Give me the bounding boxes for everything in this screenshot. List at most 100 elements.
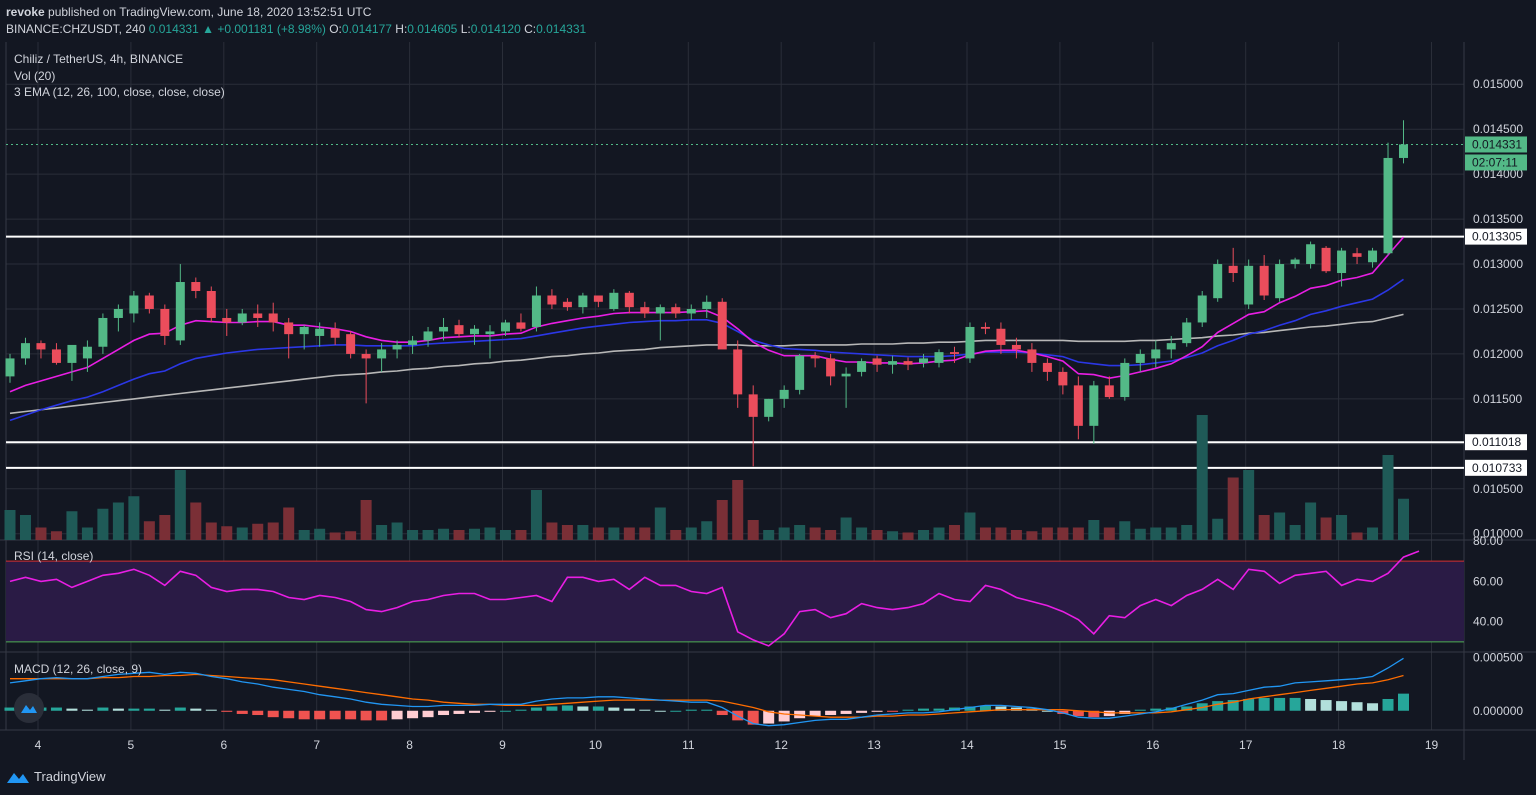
macd-histogram-bar	[407, 710, 419, 719]
volume-bar	[1119, 521, 1131, 540]
time-tick-label: 16	[1146, 738, 1160, 752]
candle-body	[1383, 157, 1393, 254]
candles	[5, 120, 1408, 467]
volume-bar	[35, 527, 47, 540]
candle-body	[1321, 247, 1331, 272]
volume-legend[interactable]: Vol (20)	[14, 69, 56, 83]
volume-bar	[1026, 531, 1038, 540]
volume-bar	[97, 508, 109, 540]
level-price-tag	[1465, 459, 1527, 476]
volume-bar	[608, 527, 620, 540]
open-value: 0.014177	[341, 22, 392, 36]
volume-bar	[376, 525, 388, 540]
time-tick-label: 8	[406, 738, 413, 752]
volume-bar	[205, 522, 217, 540]
macd-histogram-bar	[1243, 698, 1255, 711]
macd-histogram-bar	[190, 708, 202, 711]
volume-bar	[19, 515, 31, 540]
tradingview-logo[interactable]: TradingView	[6, 769, 106, 784]
macd-histogram-bar	[670, 710, 682, 712]
macd-histogram-bar	[1227, 700, 1239, 711]
candle-body	[268, 313, 278, 323]
volume-bar	[1072, 527, 1084, 540]
candle-body	[795, 355, 805, 390]
time-tick-label: 12	[775, 738, 789, 752]
macd-histogram-bar	[1181, 706, 1193, 711]
macd-histogram-bar	[4, 707, 16, 711]
price-tick-label: 0.012000	[1473, 347, 1523, 361]
macd-histogram-bar	[1351, 702, 1363, 711]
volume-bar	[1336, 515, 1348, 540]
macd-histogram-bar	[221, 710, 233, 712]
time-tick-label: 14	[960, 738, 974, 752]
candle-body	[919, 358, 929, 363]
volume-bar	[236, 527, 248, 540]
macd-legend[interactable]: MACD (12, 26, close, 9)	[14, 662, 143, 676]
series-legend[interactable]: Chiliz / TetherUS, 4h, BINANCE	[14, 52, 184, 66]
ema26-line	[9, 278, 1404, 422]
candle-body	[144, 295, 154, 309]
macd-histogram-bar	[964, 706, 976, 711]
candle-body	[764, 398, 774, 417]
macd-histogram-bar	[1320, 700, 1332, 711]
rsi-tick-label: 40.00	[1473, 615, 1503, 629]
time-tick-label: 18	[1332, 738, 1346, 752]
candle-body	[624, 292, 634, 308]
volume-bar	[1382, 455, 1394, 540]
volume-bar	[112, 502, 124, 540]
candle-body	[1244, 265, 1254, 305]
volume-bar	[159, 515, 171, 540]
volume-bar	[391, 522, 403, 540]
volume-bar	[252, 523, 264, 540]
candle-body	[1042, 362, 1052, 372]
candle-body	[531, 295, 541, 327]
candle-body	[1290, 259, 1300, 265]
time-tick-label: 9	[499, 738, 506, 752]
macd-histogram-bar	[1336, 701, 1348, 711]
last-price: 0.014331	[148, 22, 199, 36]
close-label: C:	[524, 22, 537, 36]
candle-body	[51, 349, 61, 363]
macd-signal-line	[10, 673, 1404, 718]
volume-bar	[283, 507, 295, 540]
volume-bar	[685, 527, 697, 540]
volume-bar	[422, 530, 434, 540]
volume-bar	[1398, 498, 1409, 540]
macd-histogram-bar	[995, 706, 1007, 711]
candle-body	[888, 361, 898, 365]
macd-line	[9, 657, 1404, 727]
tradingview-badge-icon[interactable]	[14, 693, 44, 723]
volume-bar	[623, 527, 635, 540]
volume-bar	[1274, 512, 1286, 540]
candle-body	[20, 343, 30, 359]
tradingview-logo-icon	[7, 772, 29, 783]
time-tick-label: 6	[220, 738, 227, 752]
candle-body	[237, 313, 247, 323]
macd-histogram-bar	[840, 710, 852, 714]
low-value: 0.014120	[470, 22, 521, 36]
macd-histogram-bar	[1041, 710, 1053, 712]
time-tick-label: 10	[589, 738, 603, 752]
candle-body	[470, 328, 479, 335]
rsi-legend[interactable]: RSI (14, close)	[14, 549, 94, 563]
macd-histogram-bar	[159, 709, 171, 711]
macd-histogram-bar	[345, 710, 357, 720]
time-tick-label: 11	[682, 738, 695, 752]
volume-bar	[1351, 532, 1363, 540]
macd-histogram-bar	[128, 708, 140, 711]
macd-histogram-bar	[1289, 697, 1301, 711]
macd-histogram-bar	[918, 708, 930, 711]
candle-body	[1073, 385, 1083, 426]
volume-bar	[933, 527, 945, 540]
candle-body	[810, 355, 820, 359]
ema-legend[interactable]: 3 EMA (12, 26, 100, close, close, close)	[14, 85, 225, 99]
volume-bar	[1165, 527, 1177, 540]
footer	[0, 760, 1536, 795]
rsi-band	[6, 561, 1464, 642]
time-tick-label: 5	[128, 738, 135, 752]
candle-body	[717, 301, 727, 350]
author-name[interactable]: revoke	[6, 5, 45, 19]
volume-bar	[887, 531, 899, 540]
high-label: H:	[395, 22, 408, 36]
